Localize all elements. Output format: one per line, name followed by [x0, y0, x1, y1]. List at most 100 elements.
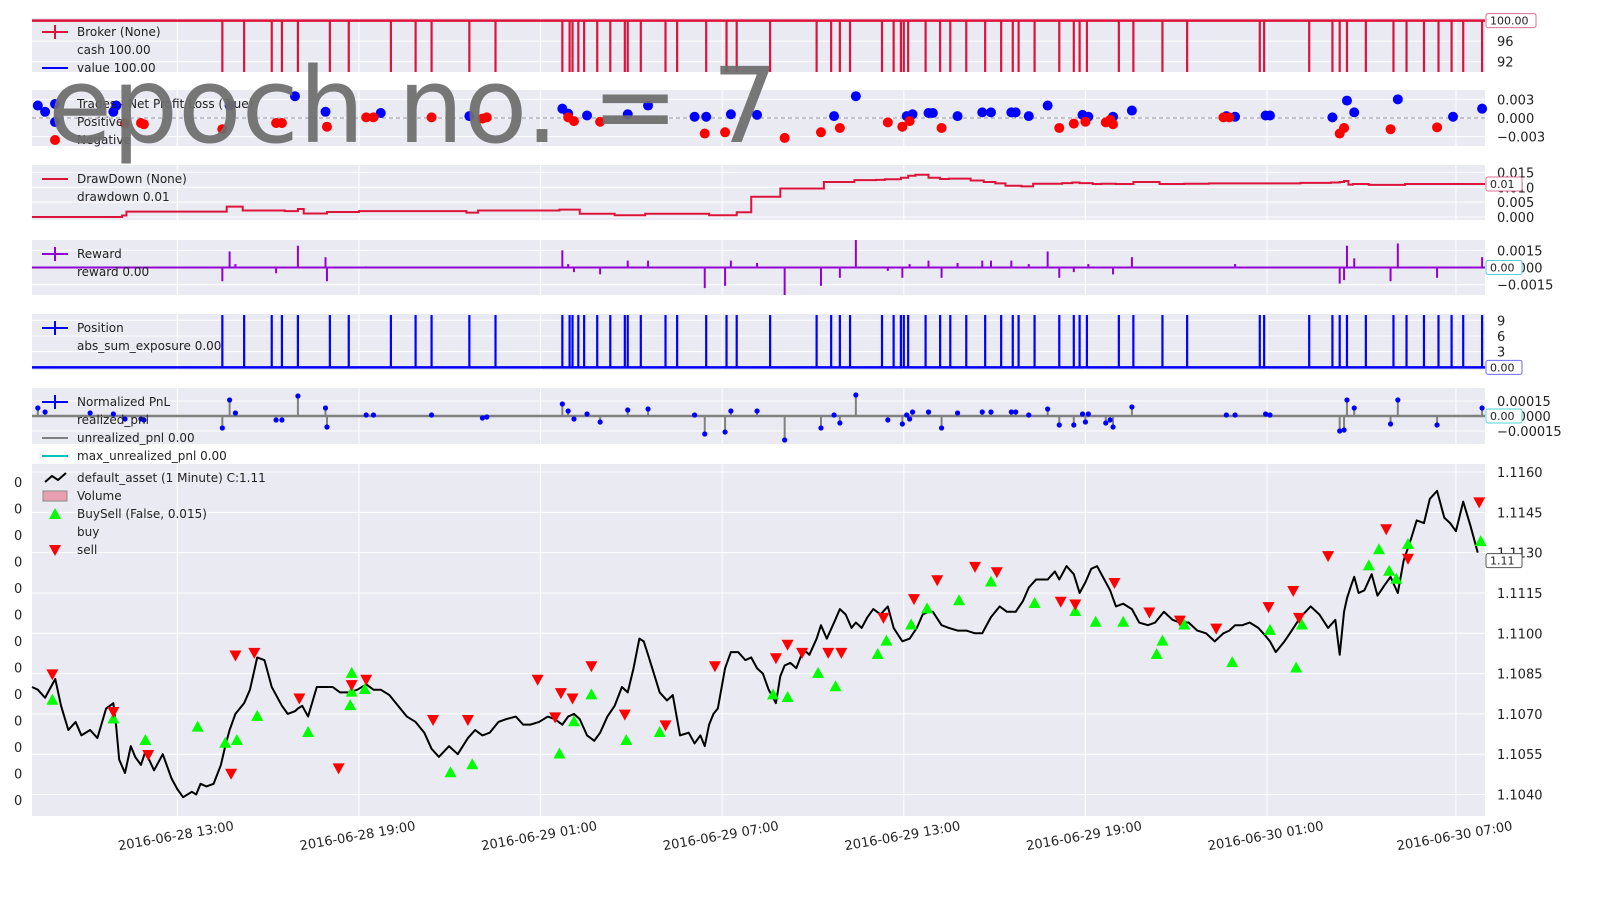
realized-pnl-point — [42, 409, 48, 415]
buy-marker — [302, 725, 315, 737]
last-value-badge — [1485, 553, 1523, 569]
legend-label: cash 100.00 — [77, 43, 151, 57]
left-y-tick-label: 0 — [14, 609, 22, 624]
sell-marker — [1401, 553, 1414, 565]
realized-pnl-point — [885, 417, 891, 423]
x-tick-label: 2016-06-30 01:00 — [1207, 819, 1325, 854]
last-value-label: 0.00 — [1490, 262, 1515, 275]
x-tick-label: 2016-06-29 13:00 — [844, 819, 962, 854]
left-y-tick-label: 0 — [14, 768, 22, 783]
last-value-label: 1.11 — [1490, 555, 1515, 568]
negative-trade-point — [904, 116, 915, 127]
legend-triangle-down-swatch — [49, 545, 61, 556]
legend-item: abs_sum_exposure 0.00 — [77, 339, 221, 353]
legend-label: Positive — [77, 115, 123, 129]
positive-trade-point — [927, 108, 938, 119]
legend-label: sell — [77, 543, 97, 557]
positive-trade-point — [1327, 112, 1338, 123]
sell-marker — [1108, 577, 1121, 589]
legend-label: default_asset (1 Minute) C:1.11 — [77, 471, 266, 485]
y-tick-label: 1.1040 — [1497, 789, 1543, 804]
realized-pnl-point — [295, 393, 301, 399]
last-value-label: 0.00 — [1490, 410, 1515, 423]
realized-pnl-point — [1013, 409, 1019, 415]
sell-marker — [618, 709, 631, 721]
realized-pnl-point — [1071, 422, 1077, 428]
buy-marker — [1263, 623, 1276, 635]
realized-pnl-point — [1110, 424, 1116, 430]
buy-marker — [953, 594, 966, 606]
y-tick-label: 0.000 — [1497, 211, 1534, 226]
realized-pnl-point — [279, 417, 285, 423]
positive-trade-point — [701, 111, 712, 122]
realized-pnl-point — [35, 405, 41, 411]
legend-zigzag-swatch — [44, 472, 67, 483]
sell-marker — [345, 680, 358, 692]
realized-pnl-point — [1344, 397, 1350, 403]
negative-trade-point — [1385, 124, 1396, 135]
realized-pnl-point — [831, 412, 837, 418]
panel-price: 1.11601.11451.11301.11151.11001.10851.10… — [14, 464, 1543, 816]
legend-dot-swatch — [50, 117, 60, 127]
buy-marker — [871, 648, 884, 660]
realized-pnl-point — [625, 407, 631, 413]
negative-trade-point — [138, 119, 149, 130]
positive-trade-point — [725, 109, 736, 120]
buy-marker — [1178, 618, 1191, 630]
positive-trade-point — [1264, 110, 1275, 121]
realized-pnl-point — [1079, 411, 1086, 417]
sell-marker — [968, 561, 981, 573]
x-tick-label: 2016-06-29 07:00 — [662, 819, 780, 854]
epoch-overlay-text: epoch no. = 7 — [48, 45, 778, 167]
legend-item: Volume — [42, 489, 122, 503]
buy-marker — [1028, 596, 1041, 608]
realized-pnl-point — [837, 420, 843, 426]
realized-pnl-point — [584, 411, 590, 417]
sell-marker — [796, 647, 809, 659]
y-tick-label: 1.1100 — [1497, 627, 1543, 642]
realized-pnl-point — [1223, 412, 1229, 418]
buy-marker — [345, 685, 358, 697]
positive-trade-point — [111, 100, 122, 111]
buy-marker — [812, 666, 825, 678]
negative-trade-point — [1080, 116, 1091, 127]
left-y-tick-label: 0 — [14, 741, 22, 756]
positive-trade-point — [1341, 95, 1352, 106]
sell-marker — [461, 715, 474, 727]
x-tick-label: 2016-06-30 07:00 — [1396, 819, 1514, 854]
buy-marker — [1226, 656, 1239, 668]
buy-marker — [781, 691, 794, 703]
realized-pnl-point — [904, 412, 910, 418]
legend-item: reward 0.00 — [77, 265, 149, 279]
buy-marker — [251, 709, 264, 721]
sell-marker — [332, 763, 345, 775]
legend-item: default_asset (1 Minute) C:1.11 — [44, 471, 266, 485]
sell-marker — [877, 612, 890, 624]
realized-pnl-point — [322, 405, 329, 411]
buy-marker — [567, 715, 580, 727]
left-y-tick-label: 0 — [14, 476, 22, 491]
buy-marker — [1156, 634, 1169, 646]
legend-item: BuySell (False, 0.015) — [49, 507, 207, 521]
panel-broker-background — [32, 18, 1485, 72]
legend-item: Position — [42, 321, 124, 335]
positive-trade-point — [224, 100, 235, 111]
positive-trade-point — [464, 111, 475, 122]
sell-marker — [1380, 524, 1393, 536]
price-line — [31, 489, 1479, 799]
last-value-label: 0.01 — [1490, 178, 1515, 191]
realized-pnl-point — [141, 417, 147, 423]
negative-trade-point — [1339, 122, 1350, 133]
negative-trade-point — [882, 117, 893, 128]
realized-pnl-point — [645, 406, 651, 412]
buy-marker — [46, 693, 59, 705]
sell-marker — [229, 650, 242, 662]
negative-trade-point — [568, 116, 579, 127]
y-tick-label: 1.1085 — [1497, 668, 1543, 683]
realized-pnl-point — [1107, 417, 1113, 423]
y-tick-label: 3 — [1497, 346, 1505, 361]
realized-pnl-point — [1085, 411, 1091, 417]
negative-trade-point — [481, 112, 492, 123]
realized-pnl-point — [1479, 405, 1485, 411]
